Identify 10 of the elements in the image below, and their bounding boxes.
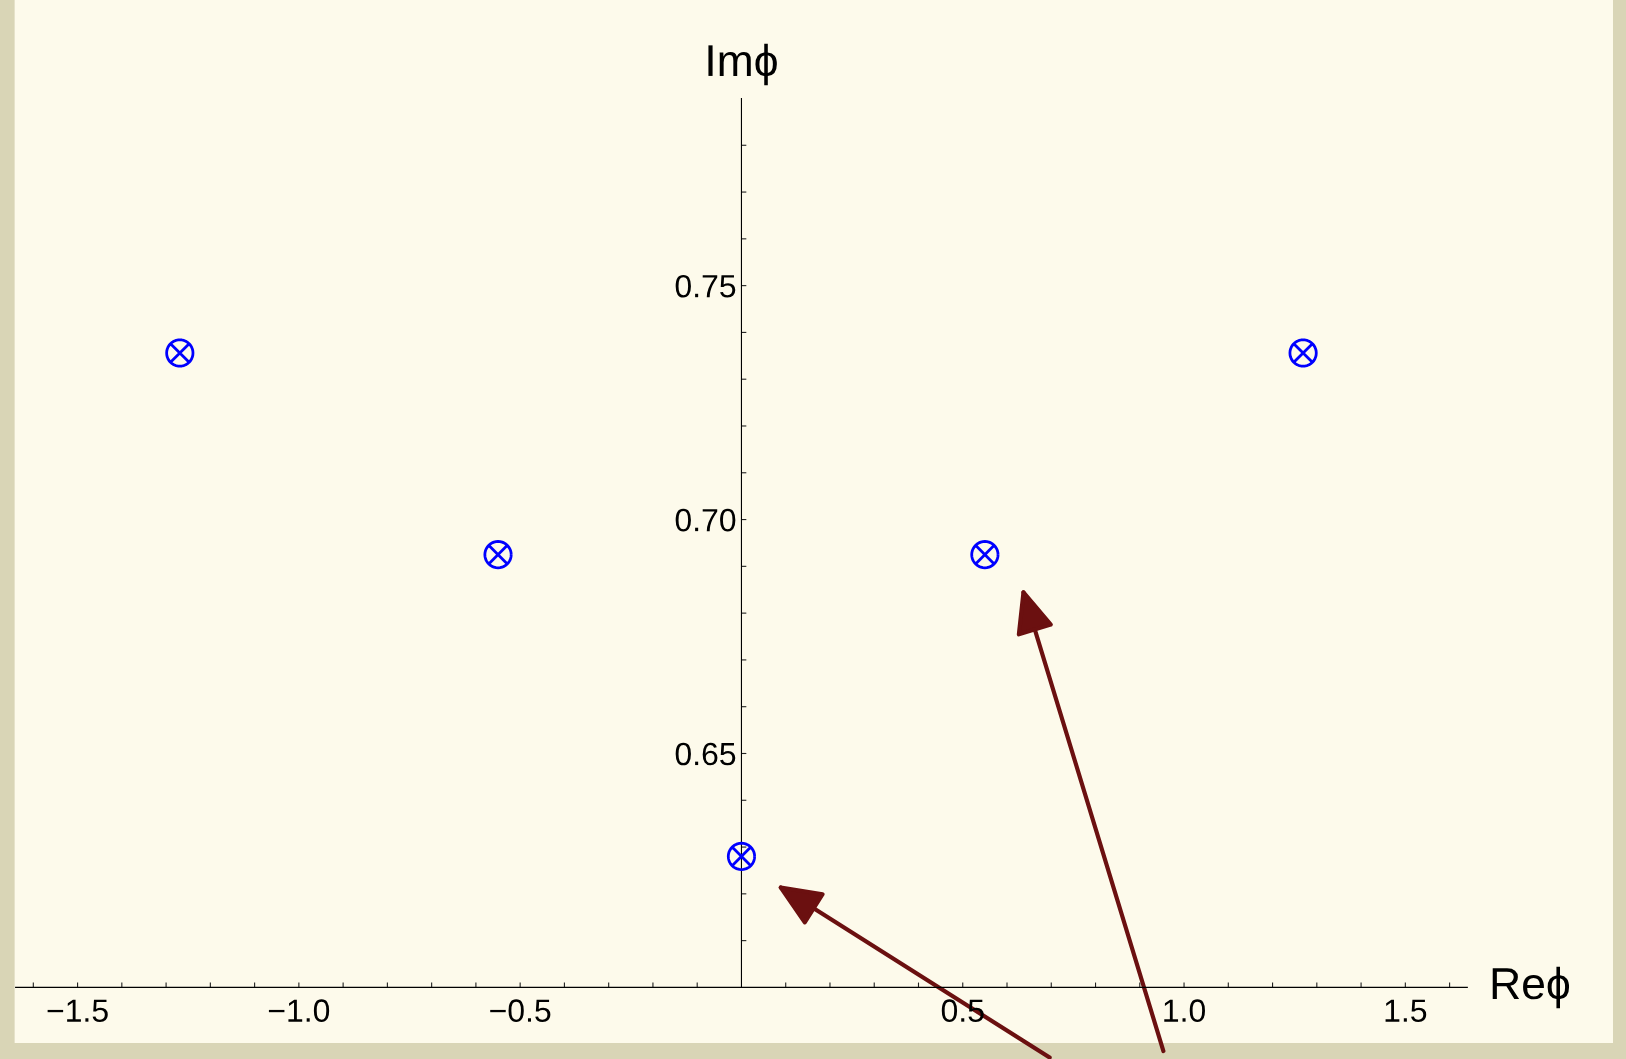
- y-axis-title: Imϕ: [708, 43, 777, 86]
- x-tick-label: 1.0: [1164, 999, 1205, 1022]
- x-axis-title: Reϕ: [1492, 966, 1570, 1009]
- x-tick-label: −1.0: [268, 999, 330, 1022]
- y-tick-label: 0.65: [675, 742, 736, 766]
- y-tick-label: 0.70: [675, 508, 736, 532]
- y-tick-label: 0.75: [675, 274, 736, 298]
- x-tick-label: −1.5: [47, 999, 108, 1022]
- x-tick-label: −0.5: [490, 999, 551, 1022]
- x-tick-label: 1.5: [1385, 999, 1427, 1022]
